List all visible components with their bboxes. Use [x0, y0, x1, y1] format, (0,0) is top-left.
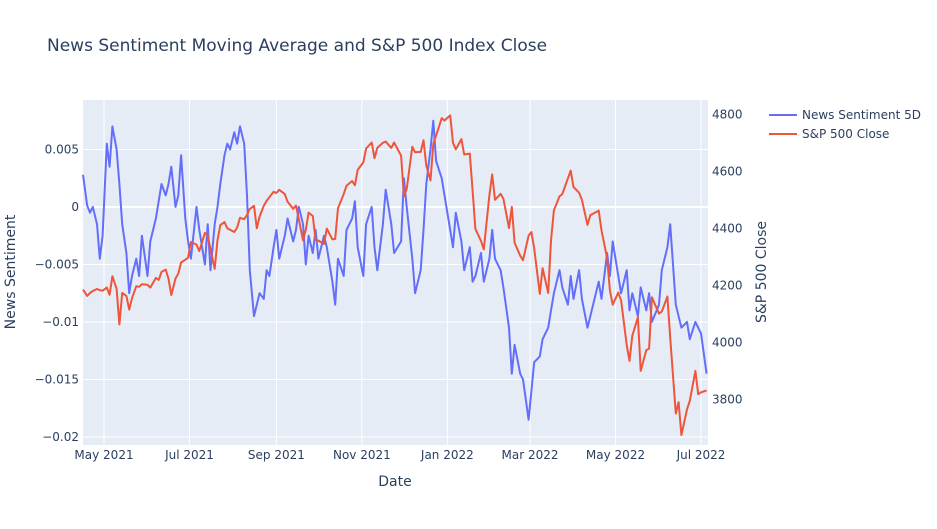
- plot-area[interactable]: [83, 100, 708, 445]
- grid-lines: [83, 100, 708, 445]
- legend-item-sentiment[interactable]: News Sentiment 5D: [769, 108, 921, 122]
- legend[interactable]: News Sentiment 5D S&P 500 Close: [769, 108, 921, 141]
- y-right-tick-label: 4200: [712, 278, 743, 292]
- y-axis-left-title: News Sentiment: [3, 214, 19, 329]
- x-tick-label: Nov 2021: [333, 448, 391, 462]
- y-left-tick-label: 0.005: [45, 142, 79, 156]
- x-tick-label: Jul 2021: [164, 448, 214, 462]
- y-right-tick-label: 4400: [712, 221, 743, 235]
- chart-title: News Sentiment Moving Average and S&P 50…: [47, 36, 547, 56]
- tick-labels: May 2021 Jul 2021 Sep 2021 Nov 2021 Jan 2022…: [35, 107, 743, 462]
- x-axis-title: Date: [378, 474, 411, 490]
- legend-label-sentiment: News Sentiment 5D: [802, 108, 921, 122]
- x-tick-label: Sep 2021: [248, 448, 305, 462]
- y-right-tick-label: 4800: [712, 107, 743, 121]
- legend-item-sp500[interactable]: S&P 500 Close: [769, 127, 889, 141]
- y-left-tick-label: −0.02: [42, 430, 79, 444]
- y-left-tick-label: 0: [71, 200, 79, 214]
- y-right-tick-label: 4000: [712, 335, 743, 349]
- legend-label-sp500: S&P 500 Close: [802, 127, 889, 141]
- series-line-news-sentiment[interactable]: [82, 119, 708, 421]
- y-right-tick-label: 3800: [712, 392, 743, 406]
- x-tick-label: Mar 2022: [502, 448, 559, 462]
- y-left-tick-label: −0.015: [35, 372, 79, 386]
- x-tick-label: Jul 2022: [676, 448, 726, 462]
- x-tick-label: Jan 2022: [420, 448, 474, 462]
- y-left-tick-label: −0.005: [35, 257, 79, 271]
- x-tick-label: May 2021: [74, 448, 133, 462]
- series-line-sp500-close[interactable]: [82, 114, 707, 436]
- y-left-tick-label: −0.01: [42, 315, 79, 329]
- series-layer: [82, 114, 708, 436]
- y-right-tick-label: 4600: [712, 164, 743, 178]
- y-axis-right-title: S&P 500 Close: [754, 221, 770, 323]
- x-tick-label: May 2022: [586, 448, 645, 462]
